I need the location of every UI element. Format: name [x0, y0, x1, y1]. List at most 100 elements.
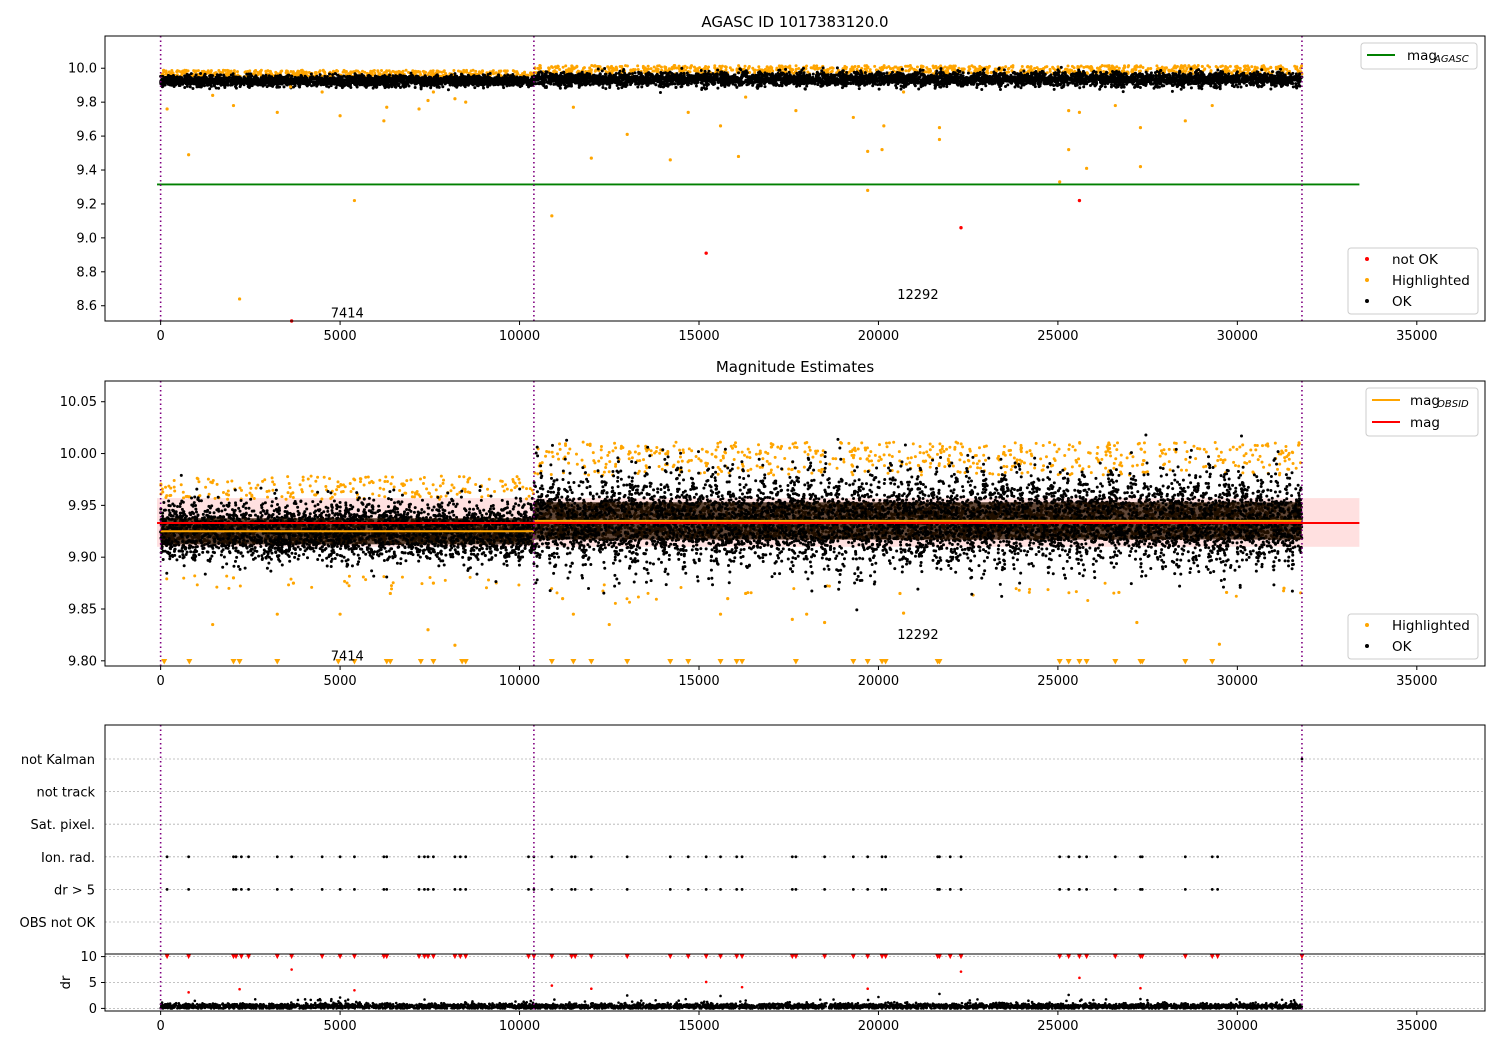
- highlighted-point: [813, 67, 817, 71]
- highlighted-point: [893, 65, 897, 69]
- highlighted-point: [1115, 65, 1119, 69]
- highlighted-point: [904, 69, 908, 73]
- highlighted-point: [561, 65, 565, 69]
- highlighted-point: [431, 72, 435, 76]
- highlighted-point: [1225, 68, 1229, 72]
- ok-point: [193, 75, 197, 79]
- ok-point: [328, 72, 332, 76]
- highlighted-point: [323, 71, 327, 75]
- highlighted-point: [1173, 64, 1177, 68]
- highlighted-point: [1175, 64, 1179, 68]
- highlighted-point: [1250, 65, 1254, 69]
- ok-point: [167, 75, 171, 79]
- highlighted-point: [300, 68, 304, 72]
- highlighted-point: [498, 69, 502, 73]
- highlighted-point: [1134, 68, 1138, 72]
- highlighted-point: [1263, 67, 1267, 71]
- highlighted-point: [1262, 64, 1266, 68]
- ok-point: [437, 85, 441, 89]
- ok-point: [319, 81, 323, 85]
- ok-point: [476, 84, 480, 88]
- highlighted-point: [831, 66, 835, 70]
- highlighted-point: [1051, 65, 1055, 69]
- highlighted-point: [1009, 65, 1013, 69]
- highlighted-point: [279, 69, 283, 73]
- highlighted-point: [1200, 64, 1204, 68]
- ok-point: [367, 83, 371, 87]
- ok-point: [191, 78, 195, 82]
- highlighted-point: [1149, 66, 1153, 70]
- highlighted-point: [878, 66, 882, 70]
- highlighted-point: [625, 64, 629, 68]
- highlighted-point: [344, 69, 348, 73]
- ok-point: [217, 81, 221, 85]
- ok-point: [399, 86, 403, 90]
- highlighted-point: [743, 64, 747, 68]
- highlighted-point: [673, 64, 677, 68]
- highlighted-point: [380, 69, 384, 73]
- highlighted-point: [373, 71, 377, 75]
- ok-point: [206, 80, 210, 84]
- ok-point: [308, 80, 312, 84]
- highlighted-point: [615, 66, 619, 70]
- ok-point: [490, 81, 494, 85]
- ok-point: [271, 77, 275, 81]
- highlighted-point: [647, 67, 651, 71]
- ok-point: [182, 79, 186, 83]
- highlighted-point: [314, 71, 318, 75]
- highlighted-point: [1041, 67, 1045, 71]
- ok-point: [173, 75, 177, 79]
- ok-point: [484, 82, 488, 86]
- highlighted-point: [1253, 65, 1257, 69]
- ok-point: [338, 83, 342, 87]
- highlighted-point: [724, 68, 728, 72]
- highlighted-point: [919, 64, 923, 68]
- highlighted-point: [471, 68, 475, 72]
- ok-point: [374, 80, 378, 84]
- highlighted-point: [672, 66, 676, 70]
- ok-point: [256, 81, 260, 85]
- ok-point: [282, 85, 286, 89]
- ok-point: [214, 75, 218, 79]
- ok-point: [361, 78, 365, 82]
- ok-point: [232, 77, 236, 81]
- highlighted-point: [753, 71, 757, 75]
- highlighted-point: [692, 65, 696, 69]
- highlighted-point: [555, 66, 559, 70]
- highlighted-point: [765, 65, 769, 69]
- ok-point: [357, 79, 361, 83]
- highlighted-point: [649, 67, 653, 71]
- highlighted-point: [363, 70, 367, 74]
- ok-point: [463, 75, 467, 79]
- highlighted-point: [684, 68, 688, 72]
- highlighted-point: [1232, 69, 1236, 73]
- highlighted-point: [1056, 65, 1060, 69]
- ok-point: [419, 87, 423, 91]
- ok-point: [305, 82, 309, 86]
- ok-point: [386, 81, 390, 85]
- ok-point: [501, 80, 505, 84]
- ok-point: [358, 74, 362, 78]
- highlighted-point: [1164, 66, 1168, 70]
- ok-point: [407, 84, 411, 88]
- ok-point: [234, 86, 238, 90]
- ok-point: [250, 82, 254, 86]
- ok-point: [347, 78, 351, 82]
- highlighted-point: [376, 69, 380, 73]
- highlighted-point: [611, 68, 615, 72]
- highlighted-point: [677, 64, 681, 68]
- highlighted-point: [1068, 68, 1072, 72]
- ok-point: [455, 81, 459, 85]
- ok-point: [222, 75, 226, 79]
- highlighted-point: [491, 72, 495, 76]
- highlighted-point: [1269, 66, 1273, 70]
- highlighted-point: [317, 70, 321, 74]
- ok-point: [530, 81, 534, 85]
- ok-point: [414, 81, 418, 85]
- highlighted-point: [196, 69, 200, 73]
- ok-point: [191, 86, 195, 90]
- ok-point: [279, 77, 283, 81]
- ok-point: [340, 81, 344, 85]
